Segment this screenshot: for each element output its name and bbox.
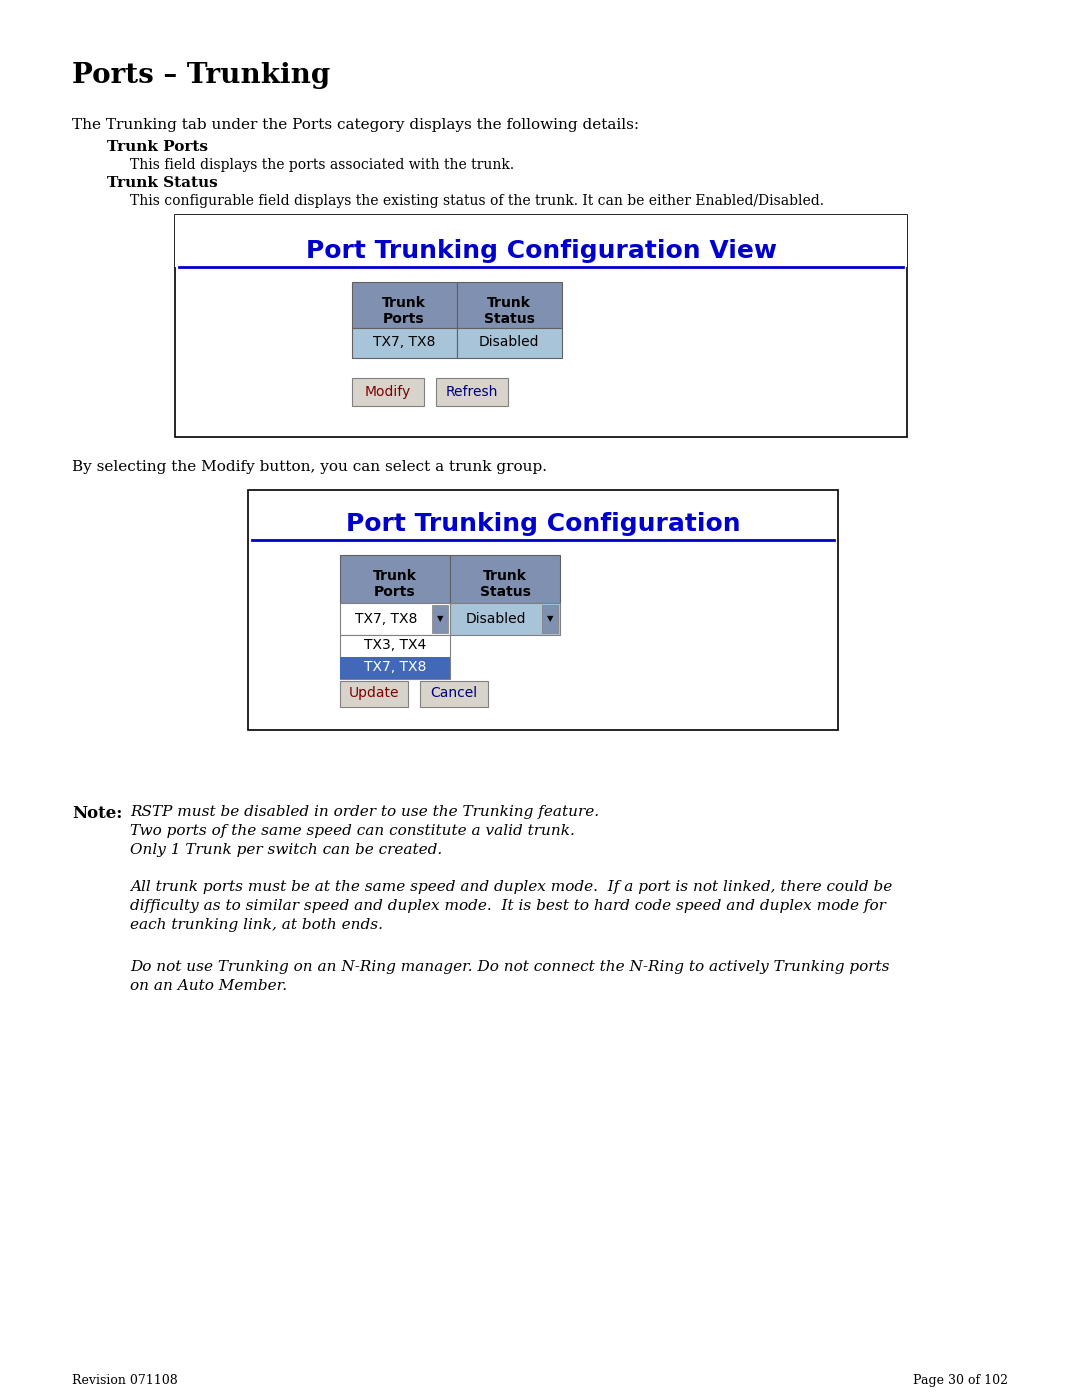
Text: Refresh: Refresh (446, 386, 498, 400)
Text: All trunk ports must be at the same speed and duplex mode.  If a port is not lin: All trunk ports must be at the same spee… (130, 880, 892, 894)
Bar (450, 555, 561, 604)
Text: Trunk
Status: Trunk Status (480, 569, 530, 599)
Bar (436, 379, 508, 407)
Bar (352, 379, 424, 407)
Text: Ports – Trunking: Ports – Trunking (72, 61, 330, 89)
Bar (340, 604, 450, 636)
Bar (457, 282, 562, 328)
Text: Cancel: Cancel (431, 686, 477, 700)
Text: This configurable field displays the existing status of the trunk. It can be eit: This configurable field displays the exi… (130, 194, 824, 208)
Bar (175, 215, 907, 437)
Text: ▼: ▼ (546, 615, 553, 623)
Text: RSTP must be disabled in order to use the Trunking feature.: RSTP must be disabled in order to use th… (130, 805, 599, 819)
Bar (432, 605, 448, 633)
Text: on an Auto Member.: on an Auto Member. (130, 979, 287, 993)
Text: This field displays the ports associated with the trunk.: This field displays the ports associated… (130, 158, 514, 172)
Bar (542, 605, 558, 633)
Text: Only 1 Trunk per switch can be created.: Only 1 Trunk per switch can be created. (130, 842, 442, 856)
Bar (340, 636, 450, 679)
Text: Revision 071108: Revision 071108 (72, 1375, 178, 1387)
Text: Port Trunking Configuration: Port Trunking Configuration (346, 511, 740, 536)
Bar (352, 282, 457, 328)
Text: Disabled: Disabled (478, 335, 539, 349)
Text: TX3, TX4: TX3, TX4 (364, 638, 427, 652)
Text: Update: Update (349, 686, 400, 700)
Text: TX7, TX8: TX7, TX8 (364, 659, 427, 673)
Text: Trunk
Ports: Trunk Ports (382, 296, 426, 327)
Text: each trunking link, at both ends.: each trunking link, at both ends. (130, 918, 383, 932)
Text: Page 30 of 102: Page 30 of 102 (913, 1375, 1008, 1387)
Text: Port Trunking Configuration View: Port Trunking Configuration View (306, 239, 777, 263)
Bar (420, 680, 488, 707)
Text: Trunk
Ports: Trunk Ports (373, 569, 417, 599)
Bar (457, 328, 562, 358)
Text: difficulty as to similar speed and duplex mode.  It is best to hard code speed a: difficulty as to similar speed and duple… (130, 900, 886, 914)
Text: Disabled: Disabled (465, 612, 526, 626)
Text: ▼: ▼ (436, 615, 443, 623)
Text: Trunk Ports: Trunk Ports (107, 140, 208, 154)
Text: TX7, TX8: TX7, TX8 (373, 335, 435, 349)
Text: Note:: Note: (72, 805, 122, 821)
Text: The Trunking tab under the Ports category displays the following details:: The Trunking tab under the Ports categor… (72, 117, 639, 131)
Bar (340, 657, 450, 679)
Bar (175, 215, 907, 267)
Text: Trunk
Status: Trunk Status (484, 296, 535, 327)
Bar (352, 328, 457, 358)
Text: Trunk Status: Trunk Status (107, 176, 218, 190)
Bar (248, 490, 838, 731)
Bar (340, 555, 450, 604)
Bar (340, 680, 408, 707)
Text: TX7, TX8: TX7, TX8 (355, 612, 417, 626)
Text: Do not use Trunking on an N-Ring manager. Do not connect the N-Ring to actively : Do not use Trunking on an N-Ring manager… (130, 960, 890, 974)
Bar (450, 604, 561, 636)
Text: Two ports of the same speed can constitute a valid trunk.: Two ports of the same speed can constitu… (130, 824, 575, 838)
Text: By selecting the Modify button, you can select a trunk group.: By selecting the Modify button, you can … (72, 460, 546, 474)
Text: Modify: Modify (365, 386, 411, 400)
